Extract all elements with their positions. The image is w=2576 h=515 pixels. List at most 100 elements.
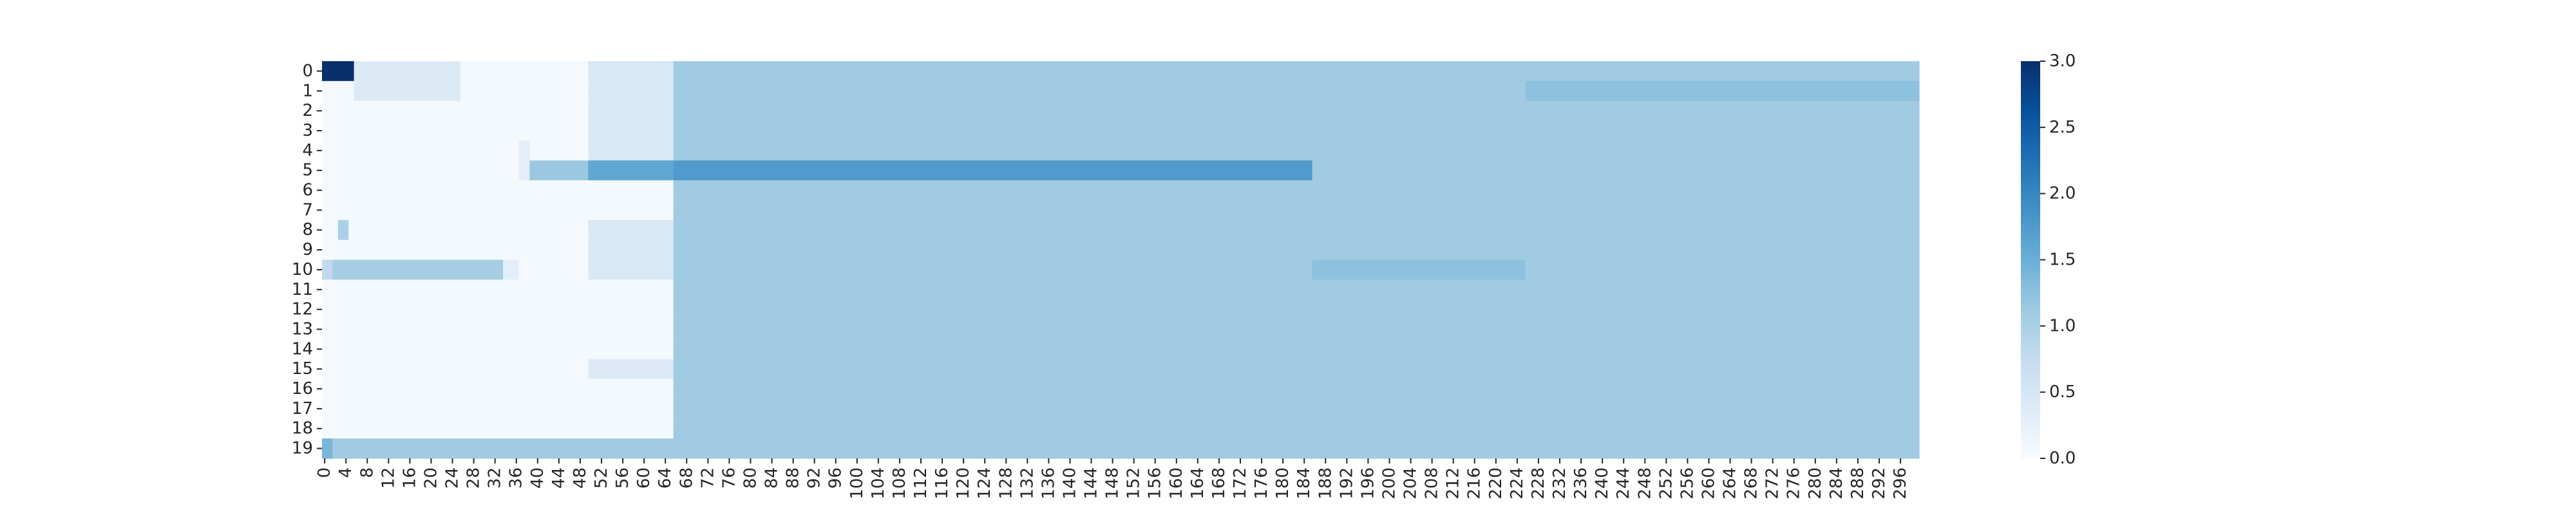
heatmap-cell [518, 160, 530, 181]
heatmap-cell [322, 299, 674, 320]
heatmap-cell [588, 61, 674, 82]
heatmap-cell [1525, 80, 1920, 102]
x-tick-label: 76 [719, 467, 739, 489]
x-tick-label: 268 [1742, 467, 1761, 500]
x-tick-label: 56 [613, 467, 632, 489]
heatmap-cell [337, 220, 349, 241]
heatmap-cell [322, 259, 334, 280]
heatmap-cell [1312, 160, 1920, 181]
y-tick-label: 2 [302, 101, 313, 120]
heatmap-cell [588, 80, 674, 102]
heatmap-cell [673, 140, 1920, 161]
heatmap-cell [673, 299, 1920, 320]
x-tick-label: 164 [1188, 467, 1208, 500]
heatmap-cell [322, 120, 589, 141]
y-tick-label: 0 [302, 61, 313, 80]
x-tick-label: 252 [1656, 467, 1676, 500]
x-tick-label: 144 [1082, 467, 1101, 500]
y-tick-label: 16 [292, 379, 313, 398]
heatmap-cell [673, 379, 1920, 400]
heatmap-cell [322, 319, 674, 340]
x-tick-label: 188 [1316, 467, 1335, 500]
x-tick-label: 292 [1870, 467, 1889, 500]
x-tick-label: 196 [1358, 467, 1378, 500]
heatmap-cell [588, 100, 674, 122]
y-tick-label: 6 [302, 181, 313, 200]
x-tick-label: 36 [507, 467, 526, 489]
x-tick-label: 88 [784, 467, 803, 489]
x-tick-label: 272 [1763, 467, 1783, 500]
heatmap-cell [673, 120, 1920, 141]
x-tick-label: 184 [1294, 467, 1314, 500]
x-tick-label: 100 [848, 467, 867, 500]
x-tick-label: 120 [954, 467, 973, 500]
heatmap-cell [322, 239, 589, 261]
y-tick-label: 7 [302, 200, 313, 220]
x-tick-label: 192 [1337, 467, 1356, 500]
heatmap-cell [529, 160, 589, 181]
heatmap-cell [673, 220, 1920, 241]
x-tick-label: 40 [528, 467, 547, 489]
heatmap-cell [322, 279, 674, 300]
y-tick-label: 8 [302, 220, 313, 239]
x-tick-label: 280 [1806, 467, 1825, 500]
x-tick-label: 44 [549, 467, 569, 489]
x-tick-label: 0 [315, 467, 334, 478]
x-tick-label: 264 [1721, 467, 1740, 500]
y-tick-label: 11 [292, 280, 313, 299]
heatmap-cell [332, 438, 1920, 459]
x-tick-label: 296 [1891, 467, 1910, 500]
heatmap-cell [322, 418, 674, 439]
x-tick-label: 228 [1529, 467, 1548, 500]
x-tick-label: 180 [1273, 467, 1293, 500]
y-tick-label: 13 [292, 319, 313, 339]
x-tick-label: 136 [1039, 467, 1058, 500]
heatmap-cell [1525, 259, 1920, 280]
heatmap-cell [322, 100, 589, 122]
x-axis: 0 4 8 12 16 20 24 28 32 36 40 44 48 52 56 60 64 68 72 76 80 8… [315, 458, 1910, 500]
x-tick-label: 208 [1423, 467, 1442, 500]
heatmap-cell [588, 160, 674, 181]
heatmap-cell [673, 80, 1526, 102]
y-tick-label: 10 [292, 260, 313, 279]
x-tick-label: 48 [571, 467, 590, 489]
colorbar-tick-label: 2.5 [2049, 118, 2076, 137]
heatmap-cell [322, 61, 355, 82]
x-tick-label: 156 [1146, 467, 1165, 500]
x-tick-label: 224 [1508, 467, 1527, 500]
heatmap-cells [322, 61, 1920, 459]
x-tick-label: 4 [336, 467, 355, 478]
heatmap-cell [673, 319, 1920, 340]
x-tick-label: 216 [1465, 467, 1484, 500]
x-tick-label: 68 [677, 467, 696, 489]
x-tick-label: 112 [911, 467, 931, 500]
x-tick-label: 80 [741, 467, 760, 489]
x-tick-label: 92 [805, 467, 824, 489]
x-tick-label: 124 [975, 467, 994, 500]
x-tick-label: 248 [1635, 467, 1654, 500]
heatmap-cell [354, 80, 461, 102]
heatmap-cell [673, 160, 1313, 181]
x-tick-label: 52 [592, 467, 611, 489]
x-tick-label: 212 [1444, 467, 1463, 500]
x-tick-label: 172 [1231, 467, 1250, 500]
y-tick-label: 9 [302, 240, 313, 259]
heatmap-cell [588, 140, 674, 161]
x-tick-label: 256 [1678, 467, 1697, 500]
x-tick-label: 32 [486, 467, 505, 489]
heatmap-cell [348, 220, 589, 241]
x-tick-label: 160 [1167, 467, 1186, 500]
heatmap-cell [673, 259, 1313, 280]
x-tick-label: 128 [996, 467, 1016, 500]
x-tick-label: 96 [826, 467, 846, 489]
heatmap-cell [588, 259, 674, 280]
colorbar [2021, 61, 2040, 458]
heatmap-cell [322, 80, 355, 102]
heatmap-cell [322, 398, 674, 419]
heatmap-cell [518, 140, 530, 161]
heatmap-cell [322, 339, 674, 360]
heatmap-cell [588, 220, 674, 241]
x-tick-label: 8 [357, 467, 377, 478]
heatmap-cell [322, 220, 339, 241]
x-tick-label: 24 [443, 467, 462, 489]
